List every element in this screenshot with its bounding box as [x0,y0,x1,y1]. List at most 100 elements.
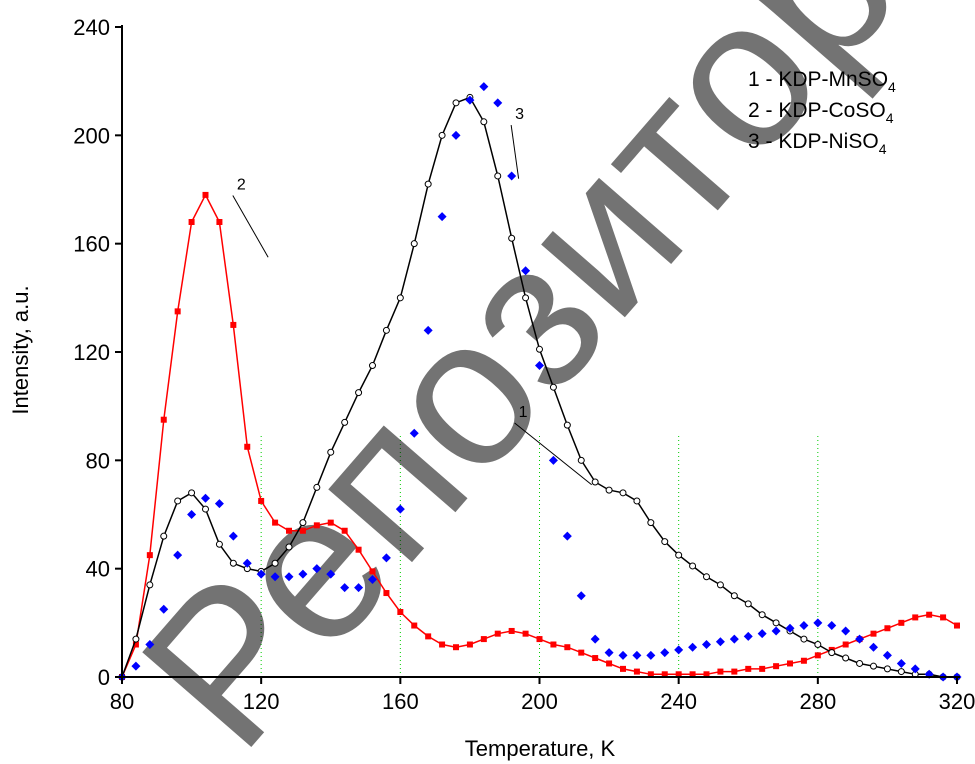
y-tick-label-0: 0 [98,665,110,690]
series-3-point-57 [910,664,920,674]
series-2-point-32 [564,644,571,651]
series-3-point-16 [340,583,350,593]
series-3-point-15 [326,569,336,579]
x-tick-label-280: 280 [799,689,836,714]
series-3-point-38 [646,650,656,660]
series-2-point-18 [369,568,376,575]
series-1-point-21 [410,240,418,248]
series-2-point-14 [313,522,320,529]
series-1-point-56 [897,668,905,676]
legend-entry-2: 2 - KDP-CoSO4 [748,99,894,126]
series-3-point-21 [409,428,419,438]
x-tick-label-240: 240 [660,689,697,714]
series-3-point-37 [632,650,642,660]
y-tick-label-120: 120 [73,340,110,365]
series-3-point-50 [813,618,823,628]
series-1-point-14 [313,483,321,491]
series-2-point-8 [230,321,237,328]
x-tick-label-200: 200 [521,689,558,714]
series-3-point-10 [256,569,266,579]
series-2-point-10 [258,497,265,504]
series-3-point-32 [562,531,572,541]
legend-entry-1: 1 - KDP-MnSO4 [748,68,896,95]
curve-labels: 1 2 3 [232,106,593,486]
series-1-point-45 [744,600,752,608]
series-2-point-56 [898,619,905,626]
series-2-point-57 [912,614,919,621]
series-3-point-55 [882,650,892,660]
series-3-point-11 [270,572,280,582]
series-2-point-19 [383,590,390,597]
series-1-point-24 [452,99,460,107]
series-2-point-16 [341,527,348,534]
series-3-point-17 [354,583,364,593]
series-2-point-49 [800,657,807,664]
series-2-point-27 [494,630,501,637]
series-3-point-8 [228,531,238,541]
series-1-point-3 [160,532,168,540]
series-1-point-37 [633,497,641,505]
series-3-point-19 [381,553,391,563]
series-3-point-27 [493,98,503,108]
series-2-point-1 [132,641,139,648]
series-3-point-12 [284,572,294,582]
series-2-point-31 [550,641,557,648]
series-2-point-26 [480,636,487,643]
series-3-point-30 [535,361,544,371]
series-2-point-2 [146,552,153,559]
series-1-point-28 [508,234,516,242]
series-1-point-49 [800,635,808,643]
series-3-point-25 [465,95,475,105]
series-1-point-43 [716,581,724,589]
curve-label-3: 3 [515,106,524,123]
y-tick-label-80: 80 [86,448,110,473]
series-3-point-54 [869,642,878,652]
series-2-point-58 [926,611,933,618]
series-3-point-49 [799,621,809,631]
series-2-point-12 [286,527,292,534]
series-1-point-36 [619,489,627,497]
series-3-point-2 [145,640,155,649]
series-1-point-7 [215,540,223,548]
series-1-point-33 [577,456,585,464]
series-1-point-40 [675,551,683,559]
series-1-point-16 [341,418,349,426]
legend-entry-3: 3 - KDP-NiSO4 [748,130,887,157]
curve-leader-1 [514,422,593,486]
series-3-point-31 [548,455,558,465]
series-3-point-52 [841,626,851,636]
series-3-point-48 [785,623,795,633]
series-2-point-6 [202,191,209,198]
series-3-point-6 [201,493,210,503]
series-2-point-36 [620,665,626,672]
series-3-point-35 [604,648,614,658]
series-1-point-12 [285,543,293,551]
series-3-point-7 [214,499,224,509]
series-2-point-20 [397,609,404,615]
series-2-point-11 [272,519,279,526]
series-1-point-53 [856,659,864,667]
series-2-point-25 [466,641,473,648]
series-1-point-27 [494,172,502,180]
series-2-point-39 [661,671,668,678]
series-1-point-51 [828,649,836,657]
series-3-point-53 [855,634,865,644]
series-3-point-41 [688,642,698,652]
series-1-point-30 [536,345,543,353]
series-1-point-46 [758,611,766,619]
series-3-point-47 [771,626,781,636]
series-2-point-37 [633,668,640,675]
series-1-point-42 [703,573,710,581]
series-3-point-18 [368,575,377,584]
series-2-point-9 [244,443,251,450]
series-2-point-28 [508,627,515,634]
series-2-point-17 [355,546,362,553]
series-2-point-50 [814,652,821,659]
series-3-point-3 [159,604,169,614]
series-1-point-31 [549,383,557,391]
series-1-point-1 [132,635,140,643]
series-3-point-51 [827,621,837,631]
ticks: 80 120 160 200 240 280 320 0 40 80 120 160 200 240 [73,15,975,714]
legend: 1 - KDP-MnSO4 2 - KDP-CoSO4 3 - KDP-NiSO4 [748,68,896,157]
series-1-point-23 [438,131,446,139]
